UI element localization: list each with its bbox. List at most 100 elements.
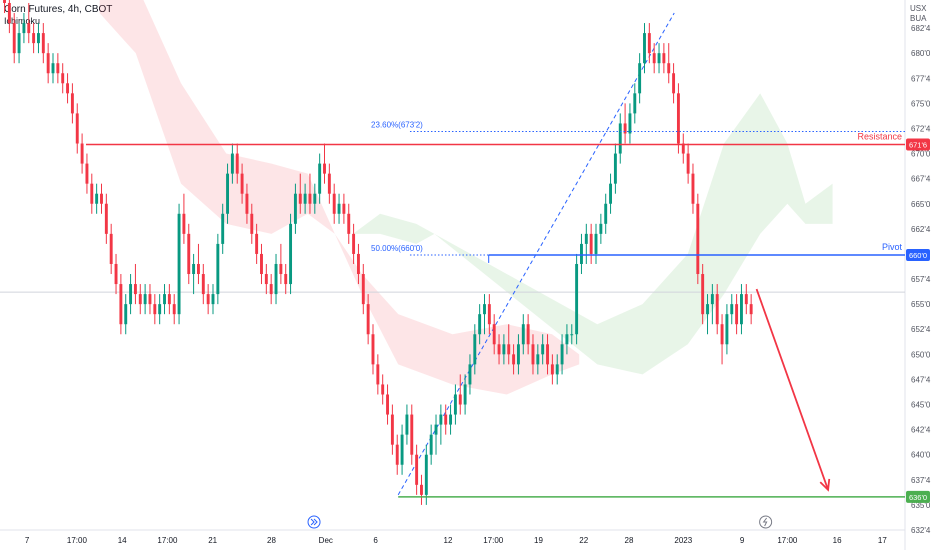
candle-body [70,93,74,114]
candle-body [3,0,6,3]
candle-body [206,294,210,305]
candle-body [647,33,651,54]
candle-body [453,394,457,415]
support-price-tag: 636'0 [909,493,927,502]
candle-body [444,414,448,425]
support-price-tag-bg [906,490,930,503]
candle-body [274,263,278,295]
price-tick-label: 647'4 [911,375,931,384]
candle-body [599,223,603,234]
candle-body [260,253,263,275]
candle-body [124,304,128,325]
candle-body [323,163,326,174]
candle-body [531,344,535,365]
candle-body [424,454,428,495]
time-tick-label: 21 [208,536,217,545]
candle-body [395,444,399,465]
candle-body [696,203,700,275]
candle-body [264,274,268,285]
candle-body [371,334,375,365]
candle-body [279,263,283,275]
price-tick-label: 645'0 [911,401,931,410]
candle-body [381,384,385,395]
candle-body [230,153,234,174]
time-tick-label: 28 [625,536,634,545]
candle-body [739,294,743,325]
candle-body [240,173,244,194]
price-tick-label: 675'0 [911,99,931,108]
candle-body [376,364,380,385]
candle-body [75,113,79,144]
candle-body [507,344,511,355]
candle-body [725,314,729,345]
candle-body [386,394,389,415]
pivot-price-tag-bg [906,248,930,261]
candle-body [483,304,486,315]
candle-body [12,23,16,54]
candle-body [56,63,60,74]
candle-body [226,173,229,214]
candle-body [686,153,690,174]
candle-body [269,284,273,295]
candle-body [143,294,147,305]
candle-body [85,163,89,184]
candle-body [51,63,55,74]
candle-body [22,23,26,34]
candle-body [594,233,598,254]
candle-body [609,183,613,204]
candle-body [463,384,467,405]
candle-body [332,193,336,214]
candle-body [133,284,137,295]
candle-body [662,53,666,64]
candle-body [570,334,574,336]
candle-body [458,394,462,405]
time-tick-label: Dec [319,536,333,545]
price-tick-label: 667'4 [911,175,931,184]
event-flash-icon [759,515,773,529]
candle-body [17,33,21,54]
price-tick-label: 662'4 [911,225,931,234]
candle-body [356,253,360,275]
time-tick-label: 16 [833,536,842,545]
currency-label: USX [910,4,927,13]
candle-body [628,113,632,134]
candle-body [667,63,671,74]
candle-body [492,324,496,345]
candle-body [347,213,351,234]
time-tick-label: 17:00 [67,536,88,545]
time-tick-label: 6 [373,536,378,545]
candle-body [284,274,288,285]
ichimoku-cloud-bearish [99,0,580,395]
candle-body [211,294,215,305]
price-tick-label: 632'4 [911,526,931,535]
candle-body [434,424,438,435]
pivot-price-tag: 660'0 [909,251,927,260]
candle-body [61,73,65,84]
candle-body [37,33,40,44]
time-tick-label: 19 [534,536,543,545]
candle-body [429,434,433,455]
price-tick-label: 652'4 [911,325,931,334]
time-tick-label: 17 [878,536,887,545]
candle-body [473,334,477,365]
candle-body [560,344,564,365]
candle-body [337,203,341,214]
candle-body [521,324,525,345]
candle-body [415,454,419,485]
time-tick-label: 17:00 [483,536,504,545]
candle-body [216,243,220,295]
candle-body [201,274,205,295]
resistance-price-tag-bg [906,138,930,151]
currency-sub-label: BUA [910,14,927,23]
candle-body [691,173,695,204]
fib-236-label: 23.60%(673'2) [371,120,423,129]
candle-body [138,294,142,305]
candle-body [46,53,50,74]
candle-body [410,414,414,455]
candle-body [710,294,714,305]
candle-body [41,33,45,54]
time-tick-label: 7 [25,536,30,545]
resistance-label: Resistance [857,132,902,142]
candle-body [487,304,491,325]
